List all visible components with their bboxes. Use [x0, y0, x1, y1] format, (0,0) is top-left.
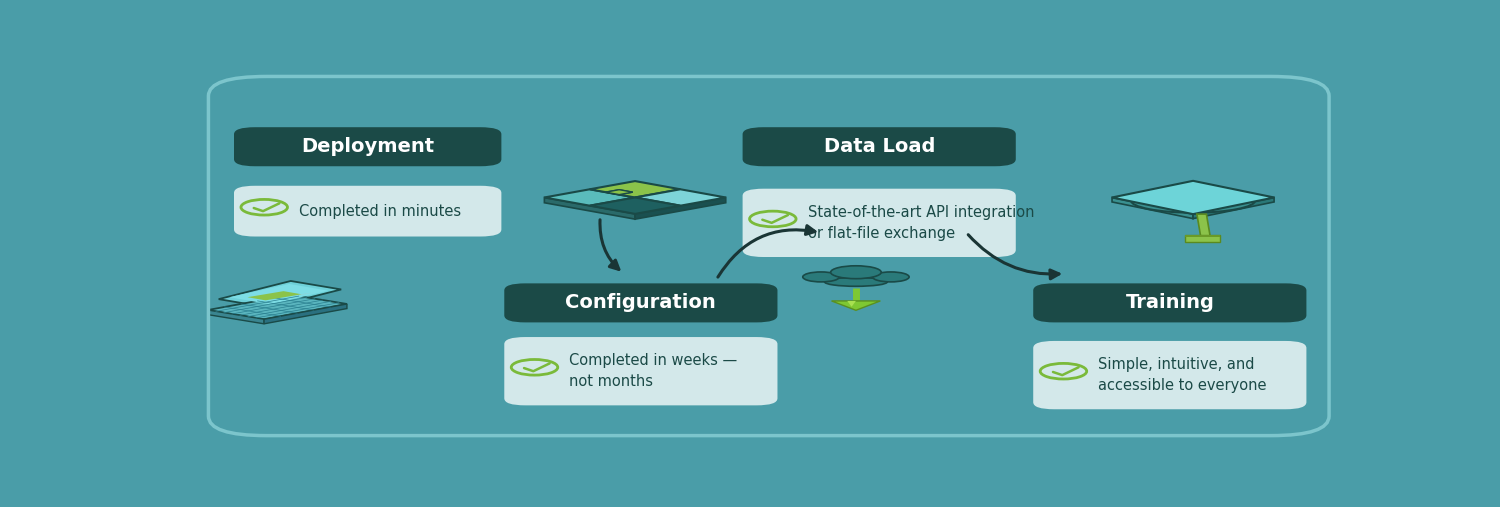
Polygon shape: [606, 190, 633, 195]
FancyBboxPatch shape: [234, 127, 501, 166]
Polygon shape: [590, 181, 681, 197]
Polygon shape: [219, 281, 340, 308]
Polygon shape: [847, 301, 856, 307]
Polygon shape: [209, 295, 346, 319]
Polygon shape: [209, 310, 264, 324]
FancyBboxPatch shape: [742, 127, 1016, 166]
Text: Completed in weeks —
not months: Completed in weeks — not months: [570, 353, 738, 389]
FancyBboxPatch shape: [1034, 341, 1306, 409]
Text: Completed in minutes: Completed in minutes: [298, 204, 460, 219]
FancyBboxPatch shape: [504, 337, 777, 406]
Polygon shape: [230, 284, 328, 305]
Text: Training: Training: [1125, 294, 1215, 312]
Polygon shape: [264, 304, 346, 324]
FancyBboxPatch shape: [1034, 283, 1306, 322]
Ellipse shape: [873, 272, 909, 282]
Ellipse shape: [831, 266, 880, 279]
Text: Deployment: Deployment: [302, 137, 435, 156]
Polygon shape: [1192, 197, 1274, 219]
Polygon shape: [1185, 235, 1219, 242]
FancyBboxPatch shape: [742, 189, 1016, 257]
Text: State-of-the-art API integration
or flat-file exchange: State-of-the-art API integration or flat…: [807, 205, 1033, 241]
Polygon shape: [544, 189, 634, 206]
Polygon shape: [634, 197, 726, 219]
Polygon shape: [606, 190, 633, 195]
Text: Configuration: Configuration: [566, 294, 717, 312]
Ellipse shape: [1131, 189, 1256, 212]
Ellipse shape: [825, 277, 888, 286]
Polygon shape: [544, 197, 634, 219]
FancyBboxPatch shape: [234, 186, 501, 236]
Polygon shape: [831, 301, 880, 310]
Ellipse shape: [802, 272, 840, 282]
Polygon shape: [248, 291, 302, 300]
Polygon shape: [634, 189, 726, 206]
Polygon shape: [590, 197, 681, 214]
Text: Data Load: Data Load: [824, 137, 934, 156]
Text: Simple, intuitive, and
accessible to everyone: Simple, intuitive, and accessible to eve…: [1098, 357, 1268, 393]
Polygon shape: [1112, 181, 1274, 214]
Polygon shape: [292, 293, 314, 296]
FancyBboxPatch shape: [504, 283, 777, 322]
Polygon shape: [1185, 235, 1219, 237]
Polygon shape: [1197, 214, 1210, 237]
Polygon shape: [1112, 197, 1192, 219]
